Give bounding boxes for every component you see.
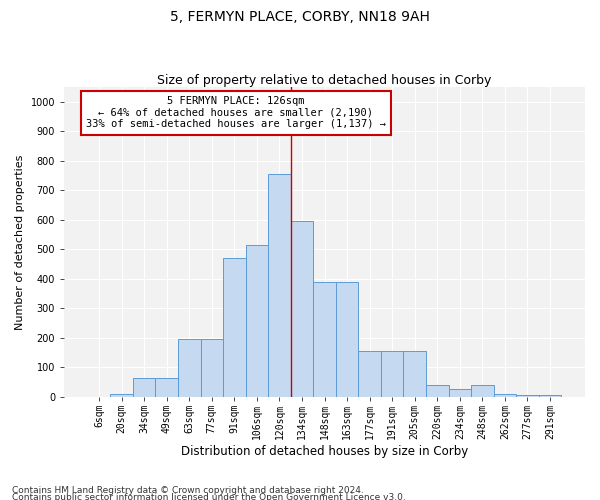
Bar	[133, 378, 155, 397]
Bar	[516, 396, 539, 397]
Title: Size of property relative to detached houses in Corby: Size of property relative to detached ho…	[157, 74, 492, 87]
Y-axis label: Number of detached properties: Number of detached properties	[15, 154, 25, 330]
Bar	[381, 351, 403, 397]
Text: 5 FERMYN PLACE: 126sqm
← 64% of detached houses are smaller (2,190)
33% of semi-: 5 FERMYN PLACE: 126sqm ← 64% of detached…	[86, 96, 386, 130]
Text: Contains HM Land Registry data © Crown copyright and database right 2024.: Contains HM Land Registry data © Crown c…	[12, 486, 364, 495]
Bar	[403, 351, 426, 397]
Bar	[200, 339, 223, 397]
Bar	[539, 396, 562, 397]
X-axis label: Distribution of detached houses by size in Corby: Distribution of detached houses by size …	[181, 444, 468, 458]
Bar	[178, 339, 200, 397]
Text: Contains public sector information licensed under the Open Government Licence v3: Contains public sector information licen…	[12, 494, 406, 500]
Bar	[110, 394, 133, 397]
Bar	[471, 385, 494, 397]
Bar	[494, 394, 516, 397]
Bar	[313, 282, 336, 397]
Bar	[358, 351, 381, 397]
Bar	[449, 390, 471, 397]
Bar	[223, 258, 245, 397]
Text: 5, FERMYN PLACE, CORBY, NN18 9AH: 5, FERMYN PLACE, CORBY, NN18 9AH	[170, 10, 430, 24]
Bar	[268, 174, 291, 397]
Bar	[155, 378, 178, 397]
Bar	[426, 385, 449, 397]
Bar	[291, 221, 313, 397]
Bar	[336, 282, 358, 397]
Bar	[245, 245, 268, 397]
